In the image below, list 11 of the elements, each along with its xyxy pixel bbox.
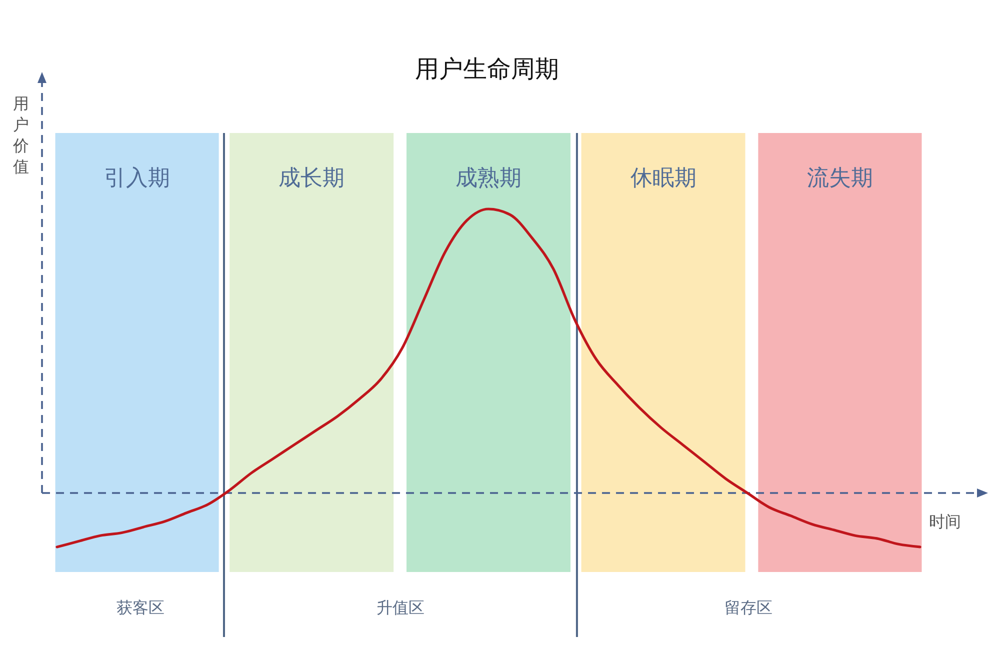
text: 获客区: [116, 598, 164, 617]
text: 引入期: [104, 166, 170, 191]
text: 留存区: [724, 598, 772, 617]
y-axis-title: 用户价值: [12, 94, 29, 176]
text: 流失期: [806, 166, 873, 191]
x-axis-title: 时间: [929, 512, 961, 531]
text: 升值区: [376, 598, 424, 617]
text: 成长期: [278, 166, 345, 191]
text: 休眠期: [630, 166, 696, 191]
chart-title: 用户生命周期: [415, 55, 559, 83]
text: 成熟期: [456, 166, 522, 191]
